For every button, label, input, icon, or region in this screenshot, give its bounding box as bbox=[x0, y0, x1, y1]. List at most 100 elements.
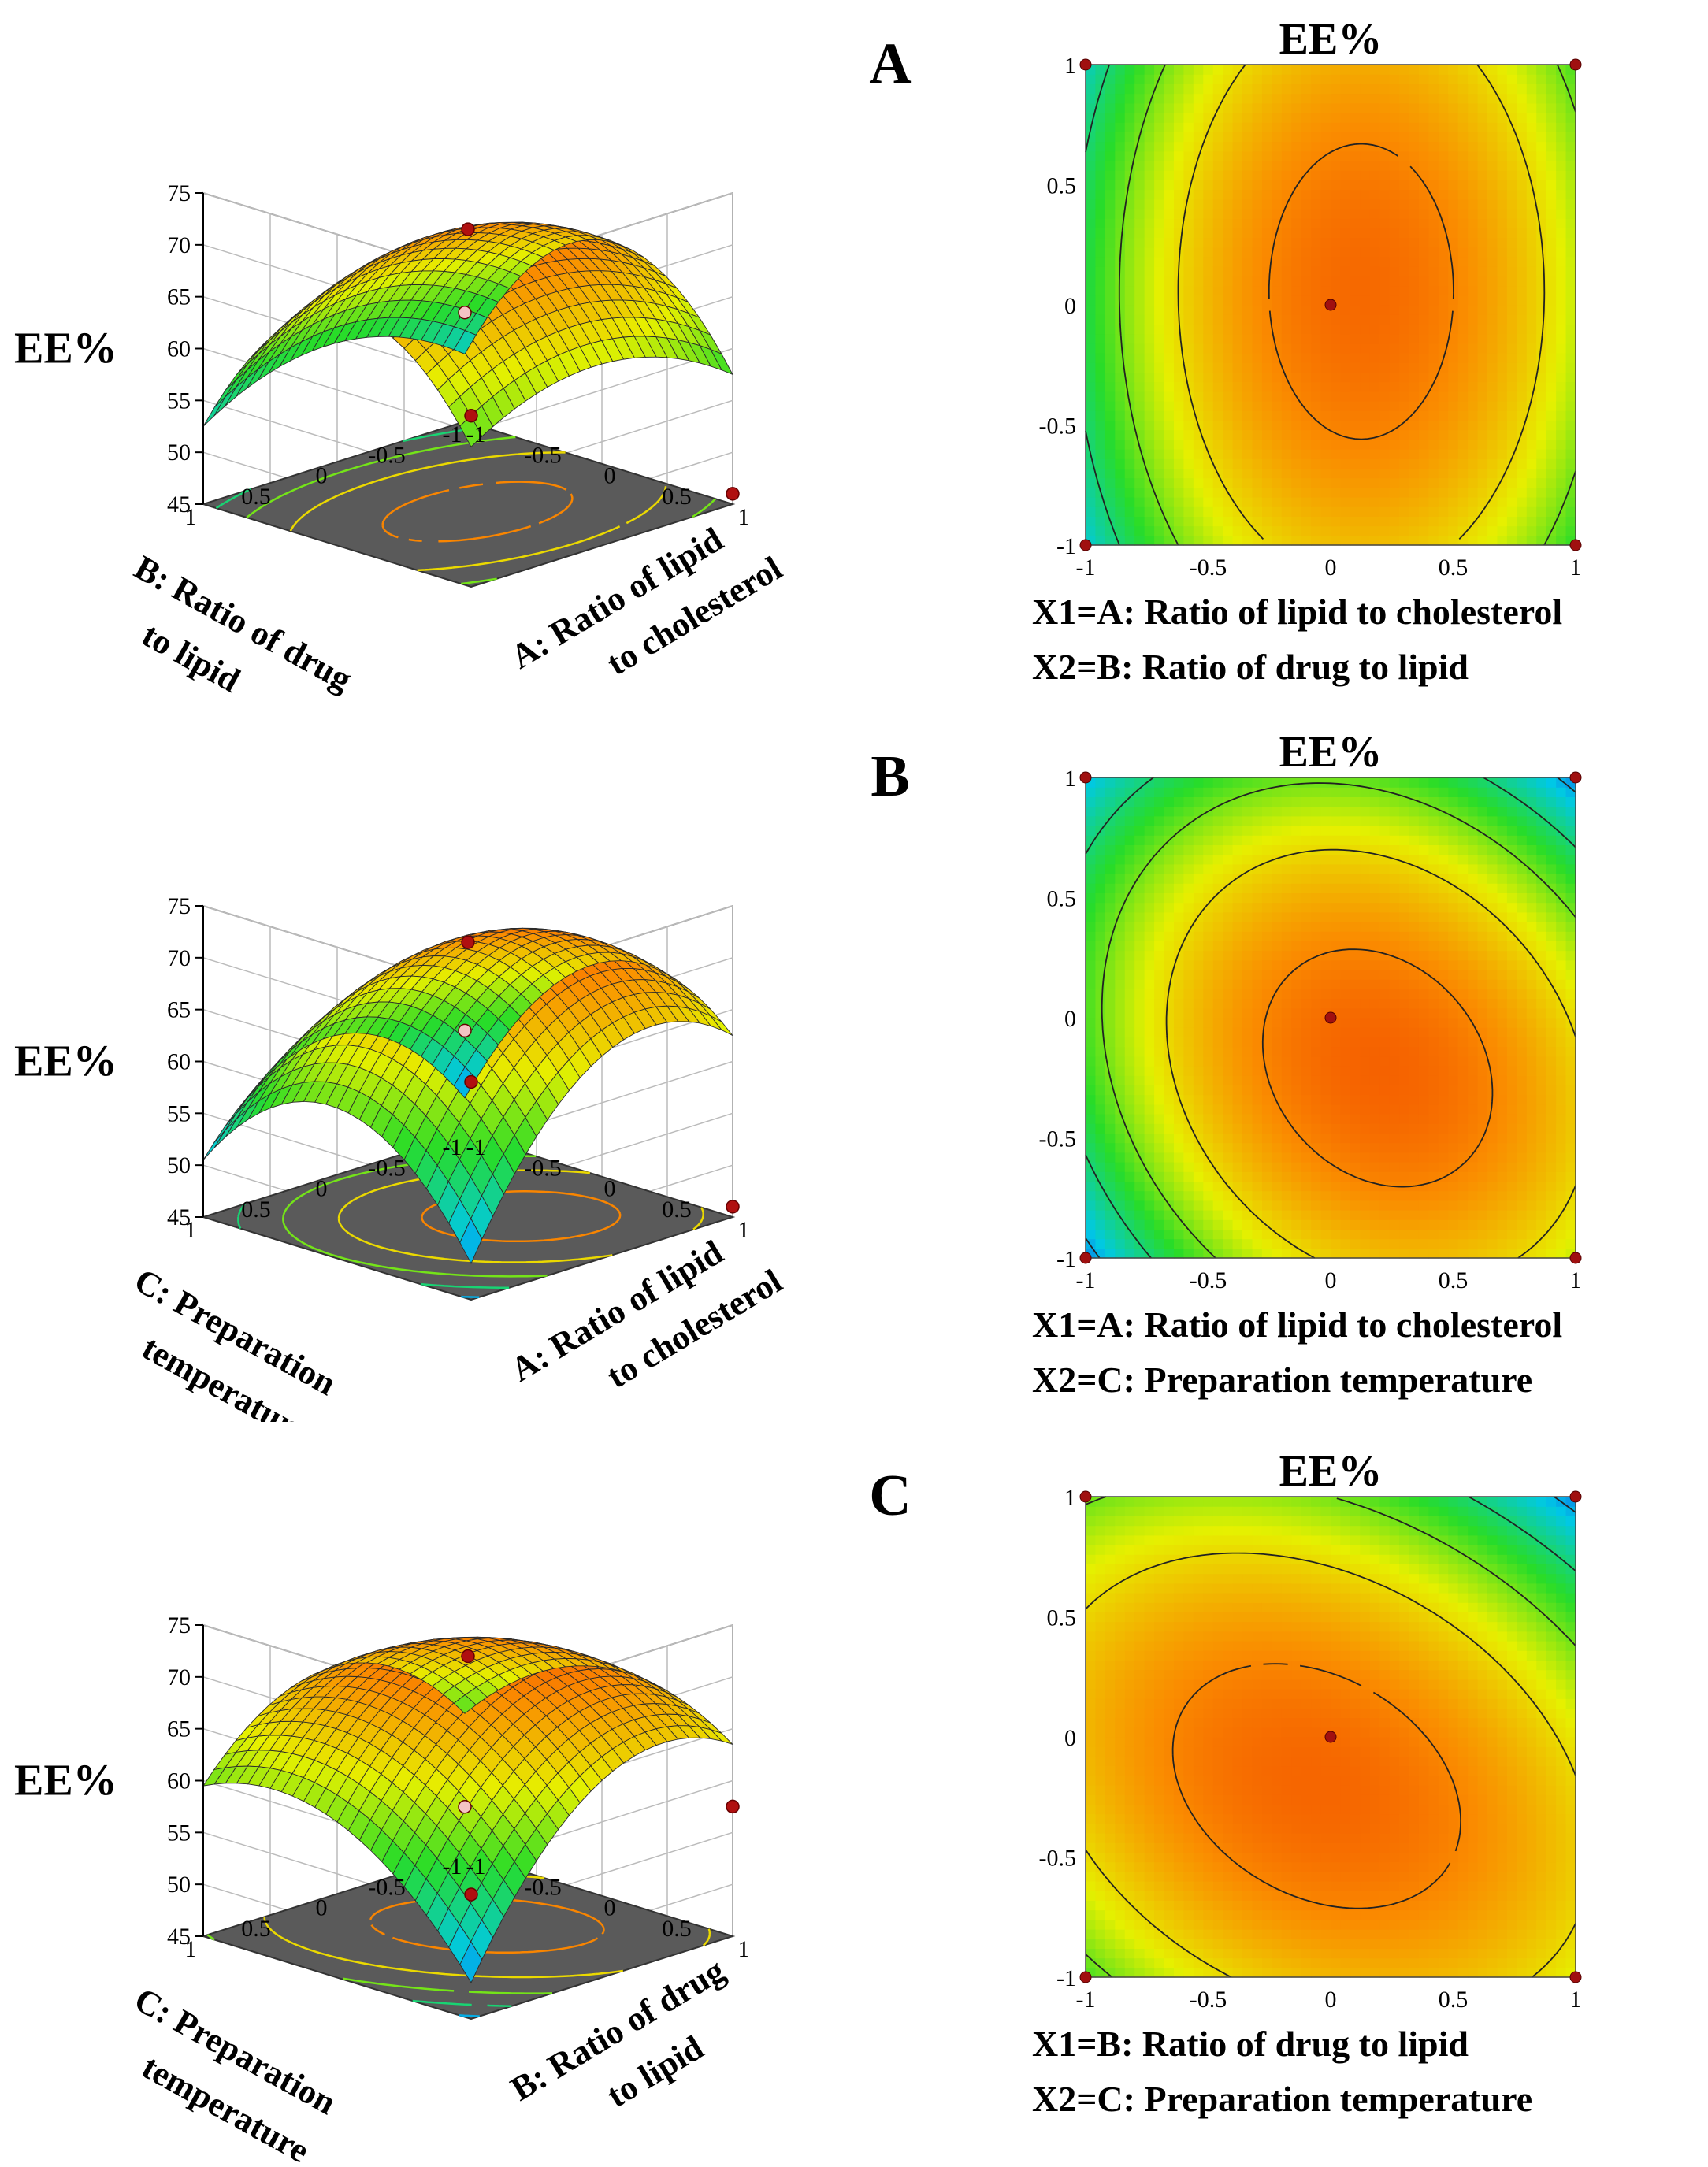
heatmap-cell bbox=[1399, 122, 1410, 132]
heatmap-cell bbox=[1212, 1210, 1223, 1220]
heatmap-cell bbox=[1154, 372, 1165, 383]
heatmap-cell bbox=[1536, 449, 1547, 459]
heatmap-cell bbox=[1546, 285, 1557, 296]
heatmap-cell bbox=[1291, 324, 1302, 335]
right-axis-tick-label: 0 bbox=[604, 463, 616, 489]
heatmap-cell bbox=[1272, 931, 1283, 941]
heatmap-cell bbox=[1105, 247, 1116, 258]
heatmap-cell bbox=[1369, 506, 1380, 517]
heatmap-cell bbox=[1134, 170, 1145, 180]
heatmap-cell bbox=[1124, 150, 1135, 161]
heatmap-cell bbox=[1272, 199, 1283, 210]
heatmap-cell bbox=[1281, 170, 1292, 180]
heatmap-cell bbox=[1399, 305, 1410, 315]
heatmap-cell bbox=[1331, 468, 1342, 479]
heatmap-cell bbox=[1223, 1094, 1234, 1105]
heatmap-cell bbox=[1301, 150, 1312, 161]
heatmap-cell bbox=[1350, 401, 1361, 411]
heatmap-cell bbox=[1124, 420, 1135, 431]
heatmap-cell bbox=[1183, 209, 1194, 219]
heatmap-cell bbox=[1134, 1094, 1145, 1105]
heatmap-cell bbox=[1487, 102, 1498, 113]
heatmap-cell bbox=[1252, 835, 1263, 845]
heatmap-cell bbox=[1193, 1162, 1204, 1172]
heatmap-cell bbox=[1291, 1171, 1302, 1182]
heatmap-cell bbox=[1418, 122, 1429, 132]
heatmap-cell bbox=[1203, 1190, 1214, 1201]
heatmap-cell bbox=[1124, 189, 1135, 200]
heatmap-cell bbox=[1350, 285, 1361, 296]
heatmap-cell bbox=[1134, 113, 1145, 123]
heatmap-cell bbox=[1115, 1123, 1126, 1134]
heatmap-cell bbox=[1095, 1190, 1106, 1201]
heatmap-cell bbox=[1164, 777, 1175, 788]
heatmap-cell bbox=[1086, 381, 1097, 392]
heatmap-cell bbox=[1144, 353, 1155, 363]
heatmap-cell bbox=[1134, 931, 1145, 941]
heatmap-cell bbox=[1311, 420, 1322, 431]
heatmap-cell bbox=[1311, 102, 1322, 113]
heatmap-cell bbox=[1183, 439, 1194, 450]
heatmap-cell bbox=[1399, 353, 1410, 363]
heatmap-cell bbox=[1301, 506, 1312, 517]
heatmap-cell bbox=[1536, 180, 1547, 191]
heatmap-cell bbox=[1281, 931, 1292, 941]
heatmap-cell bbox=[1340, 199, 1351, 210]
heatmap-cell bbox=[1438, 468, 1449, 479]
heatmap-cell bbox=[1418, 401, 1429, 411]
heatmap-cell bbox=[1154, 1007, 1165, 1019]
heatmap-cell bbox=[1311, 228, 1322, 239]
heatmap-cell bbox=[1565, 122, 1576, 132]
heatmap-cell bbox=[1193, 276, 1204, 287]
heatmap-cell bbox=[1261, 285, 1272, 296]
heatmap-cell bbox=[1565, 150, 1576, 161]
heatmap-cell bbox=[1457, 228, 1469, 239]
heatmap-cell bbox=[1252, 1171, 1263, 1182]
heatmap-cell bbox=[1360, 170, 1371, 180]
heatmap-cell bbox=[1457, 209, 1469, 219]
heatmap-cell bbox=[1565, 83, 1576, 95]
heatmap-cell bbox=[1261, 161, 1272, 171]
heatmap-cell bbox=[1203, 391, 1214, 402]
heatmap-cell bbox=[1487, 276, 1498, 287]
heatmap-cell bbox=[1546, 535, 1557, 546]
heatmap-cell bbox=[1291, 1007, 1302, 1019]
heatmap-cell bbox=[1350, 122, 1361, 132]
heatmap-cell bbox=[1448, 372, 1459, 383]
heatmap-cell bbox=[1105, 815, 1116, 826]
heatmap-cell bbox=[1311, 1114, 1322, 1124]
heatmap-cell bbox=[1193, 1114, 1204, 1124]
heatmap-cell bbox=[1369, 93, 1380, 104]
heatmap-cell bbox=[1331, 305, 1342, 315]
heatmap-cell bbox=[1223, 1162, 1234, 1172]
heatmap-cell bbox=[1232, 1162, 1243, 1172]
heatmap-cell bbox=[1291, 314, 1302, 325]
heatmap-cell bbox=[1203, 1248, 1214, 1259]
heatmap-cell bbox=[1409, 333, 1420, 344]
heatmap-cell bbox=[1418, 458, 1429, 469]
z-tick-label: 55 bbox=[167, 388, 191, 414]
heatmap-cell bbox=[1232, 506, 1243, 517]
heatmap-cell bbox=[1095, 1229, 1106, 1240]
heatmap-cell bbox=[1252, 324, 1263, 335]
heatmap-cell bbox=[1457, 401, 1469, 411]
heatmap-cell bbox=[1095, 1219, 1106, 1230]
heatmap-cell bbox=[1144, 1248, 1155, 1259]
heatmap-cell bbox=[1095, 989, 1106, 1000]
heatmap-cell bbox=[1281, 1133, 1292, 1144]
heatmap-cell bbox=[1281, 1181, 1292, 1192]
heatmap-cell bbox=[1223, 1190, 1234, 1201]
heatmap-cell bbox=[1223, 199, 1234, 210]
heatmap-cell bbox=[1517, 535, 1528, 546]
heatmap-cell bbox=[1477, 362, 1488, 373]
heatmap-cell bbox=[1105, 998, 1116, 1009]
heatmap-cell bbox=[1212, 276, 1223, 287]
heatmap-cell bbox=[1173, 863, 1184, 874]
heatmap-cell bbox=[1124, 959, 1135, 970]
heatmap-cell bbox=[1193, 1018, 1204, 1028]
heatmap-cell bbox=[1164, 1133, 1175, 1144]
heatmap-cell bbox=[1350, 420, 1361, 431]
heatmap-cell bbox=[1095, 1238, 1106, 1249]
z-tick-label: 70 bbox=[167, 232, 191, 258]
heatmap-cell bbox=[1272, 333, 1283, 344]
